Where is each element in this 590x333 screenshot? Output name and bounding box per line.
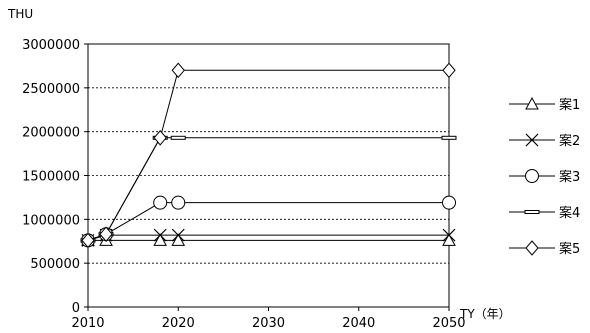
y-tick-label-3: 1500000 — [22, 170, 80, 185]
x-tick-label-4: 2050 — [432, 316, 465, 331]
series-5-line — [87, 69, 449, 241]
series-3 — [81, 195, 456, 248]
legend-marker-3 — [525, 169, 539, 183]
series-5 — [81, 62, 456, 249]
legend-marker-1 — [525, 96, 539, 110]
series-3-point-3 — [171, 195, 186, 210]
legend-item-5: 案5 — [509, 240, 580, 257]
series-1-point-3 — [171, 233, 186, 246]
series-5-point-1 — [99, 226, 113, 243]
series-2-point-4 — [442, 228, 456, 242]
legend-item-2: 案2 — [509, 133, 580, 149]
y-tick-label-4: 2000000 — [22, 126, 80, 141]
series-1-point-4 — [442, 233, 456, 246]
y-tick-label-1: 500000 — [30, 257, 80, 272]
legend-item-4: 案4 — [509, 206, 580, 221]
y-tick-labels: 0 500000 1000000 1500000 2000000 2500000 30000… — [22, 38, 80, 316]
y-axis-label: THU — [7, 7, 33, 21]
legend-marker-5 — [525, 240, 539, 256]
series-2 — [81, 228, 456, 247]
legend-label-3: 案3 — [559, 170, 580, 185]
y-tick-label-0: 0 — [72, 301, 80, 316]
legend-label-4: 案4 — [559, 206, 580, 221]
legend-marker-4 — [524, 210, 540, 214]
series-group — [80, 62, 457, 249]
series-4 — [80, 135, 457, 243]
series-5-point-4 — [442, 62, 456, 79]
series-4-line — [87, 137, 449, 241]
x-tick-label-3: 2040 — [342, 316, 375, 331]
series-5-point-2 — [153, 130, 167, 146]
y-tick-label-6: 3000000 — [22, 38, 80, 53]
x-tick-label-1: 2020 — [162, 316, 195, 331]
y-tick-label-5: 2500000 — [22, 82, 80, 97]
series-3-point-2 — [153, 195, 168, 210]
x-tick-label-0: 2010 — [71, 316, 104, 331]
legend-marker-2 — [525, 133, 539, 147]
legend-label-2: 案2 — [559, 134, 580, 149]
gridlines — [88, 87, 449, 264]
x-axis-label: TY（年） — [459, 307, 511, 321]
legend-item-3: 案3 — [509, 169, 580, 185]
series-4-point-3 — [170, 135, 186, 140]
x-tick-label-2: 2030 — [252, 316, 285, 331]
legend-label-5: 案5 — [559, 242, 580, 257]
axes — [84, 43, 450, 311]
series-5-point-3 — [171, 62, 185, 79]
series-5-point-0 — [81, 232, 95, 249]
legend-item-1: 案1 — [509, 96, 580, 113]
series-2-point-2 — [153, 228, 167, 242]
series-1 — [81, 233, 456, 246]
series-3-point-4 — [442, 195, 456, 210]
series-2-point-3 — [171, 228, 185, 242]
series-4-point-4 — [441, 135, 457, 140]
legend-label-1: 案1 — [559, 98, 580, 113]
y-tick-label-2: 1000000 — [22, 213, 80, 228]
x-tick-labels: 2010 2020 2030 2040 2050 — [71, 316, 465, 331]
series-2-line — [87, 234, 449, 241]
series-1-point-2 — [153, 233, 168, 246]
legend: 案1 案2 案3 案4 案5 — [509, 96, 580, 257]
